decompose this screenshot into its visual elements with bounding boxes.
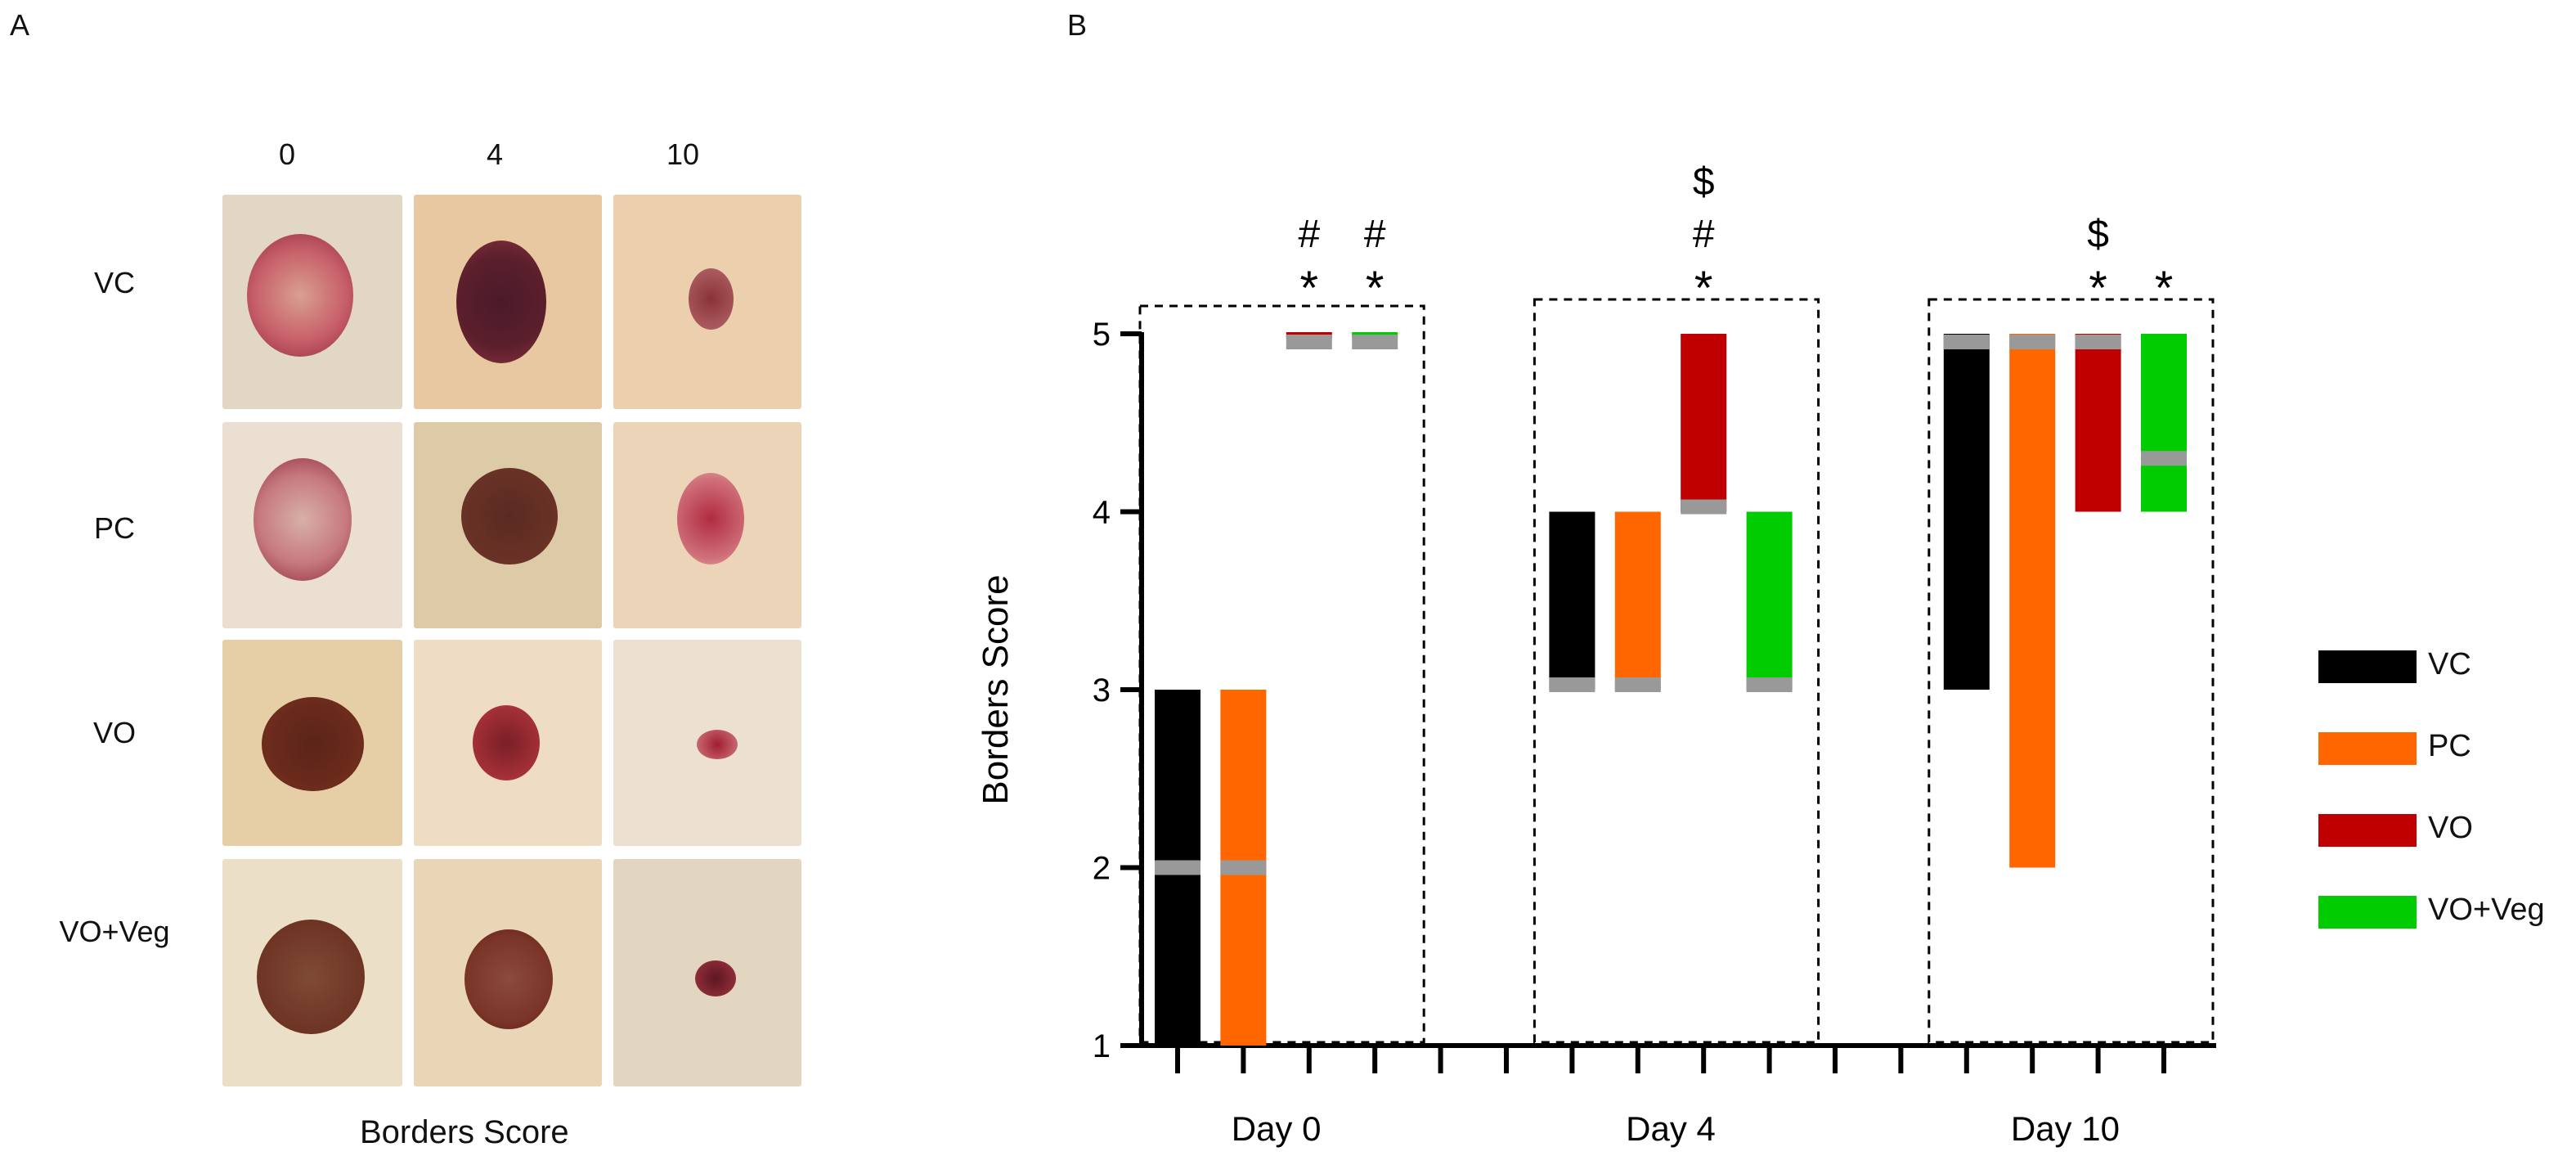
bar-pc-day-4 bbox=[1614, 511, 1661, 690]
panel-a-label: A bbox=[10, 8, 30, 42]
row-label-vo: VO bbox=[92, 716, 136, 749]
legend-label-vc: VC bbox=[2428, 647, 2471, 681]
median-line-vo-day-0 bbox=[1286, 335, 1332, 349]
legend-swatch-vc bbox=[2318, 650, 2417, 683]
median-line-vc-day-4 bbox=[1549, 677, 1595, 692]
group-box-day-4 bbox=[1533, 298, 1820, 1044]
group-box-day-10 bbox=[1928, 298, 2215, 1044]
legend-swatch-pc bbox=[2318, 732, 2417, 765]
wound-photo-vc-day10 bbox=[613, 195, 801, 409]
median-line-vo-veg-day-10 bbox=[2141, 451, 2187, 466]
x-category-label-day-4: Day 4 bbox=[1626, 1109, 1716, 1148]
bar-vc-day-4 bbox=[1549, 511, 1595, 690]
significance-marker: * bbox=[2089, 262, 2107, 315]
x-category-label-day-10: Day 10 bbox=[2011, 1109, 2120, 1148]
panel-b-label: B bbox=[1067, 8, 1088, 42]
bar-vo-day-10 bbox=[2075, 334, 2121, 512]
wound-photo-pc-day0 bbox=[222, 422, 402, 628]
significance-marker: $ bbox=[2087, 213, 2109, 256]
significance-marker: * bbox=[1300, 262, 1319, 315]
y-tick-label-4: 4 bbox=[1093, 495, 1111, 531]
wound-photo-vo-veg-day10 bbox=[613, 859, 801, 1086]
median-line-vc-day-0 bbox=[1155, 860, 1200, 875]
significance-marker: # bbox=[1693, 213, 1715, 256]
significance-marker: # bbox=[1298, 213, 1320, 256]
legend-label-vo-veg: VO+Veg bbox=[2428, 893, 2545, 927]
significance-marker: * bbox=[2155, 262, 2174, 315]
y-tick-label-2: 2 bbox=[1093, 851, 1111, 887]
median-line-vo-day-10 bbox=[2075, 335, 2121, 349]
day-header-4: 4 bbox=[486, 137, 504, 171]
x-category-label-day-0: Day 0 bbox=[1232, 1109, 1322, 1148]
wound-photo-vc-day4 bbox=[414, 195, 602, 409]
median-line-pc-day-4 bbox=[1614, 677, 1661, 692]
significance-marker: $ bbox=[1693, 160, 1715, 204]
y-tick-label-3: 3 bbox=[1093, 672, 1111, 708]
panel-a-caption: Borders Score bbox=[360, 1114, 569, 1150]
median-line-vc-day-10 bbox=[1943, 335, 1990, 349]
wound-photo-vo-veg-day0 bbox=[222, 859, 402, 1086]
day-header-0: 0 bbox=[278, 137, 296, 171]
median-line-pc-day-0 bbox=[1220, 860, 1267, 875]
bar-vo-day-4 bbox=[1681, 334, 1727, 512]
bar-pc-day-10 bbox=[2009, 334, 2056, 868]
day-header-10: 10 bbox=[666, 137, 700, 171]
y-tick-label-5: 5 bbox=[1093, 317, 1111, 353]
legend-swatch-vo-veg bbox=[2318, 896, 2417, 929]
legend-label-vo: VO bbox=[2428, 811, 2473, 845]
row-label-vc: VC bbox=[93, 266, 135, 299]
median-line-vo-day-4 bbox=[1681, 499, 1727, 515]
bar-vc-day-10 bbox=[1943, 334, 1990, 690]
significance-marker: * bbox=[1694, 262, 1713, 315]
wound-photo-pc-day4 bbox=[414, 422, 602, 628]
y-tick-label-1: 1 bbox=[1093, 1028, 1111, 1064]
row-label-pc: PC bbox=[93, 511, 135, 545]
wound-photo-pc-day10 bbox=[613, 422, 801, 628]
wound-photo-vo-day4 bbox=[414, 640, 602, 846]
legend-swatch-vo bbox=[2318, 814, 2417, 847]
wound-photo-vo-day0 bbox=[222, 640, 402, 846]
wound-photo-vo-veg-day4 bbox=[414, 859, 602, 1086]
bar-vo-veg-day-4 bbox=[1746, 511, 1793, 690]
y-axis-label: Borders Score bbox=[976, 574, 1016, 804]
bar-vo-veg-day-10 bbox=[2141, 334, 2187, 512]
wound-photo-vc-day0 bbox=[222, 195, 402, 409]
median-line-pc-day-10 bbox=[2009, 335, 2056, 349]
group-box-day-0 bbox=[1138, 304, 1425, 1044]
median-line-vo-veg-day-0 bbox=[1352, 335, 1398, 349]
wound-photo-vo-day10 bbox=[613, 640, 801, 846]
legend-label-pc: PC bbox=[2428, 729, 2471, 763]
median-line-vo-veg-day-4 bbox=[1746, 677, 1793, 692]
row-label-vo-veg: VO+Veg bbox=[59, 915, 170, 948]
significance-marker: * bbox=[1366, 262, 1384, 315]
significance-marker: # bbox=[1364, 213, 1386, 256]
